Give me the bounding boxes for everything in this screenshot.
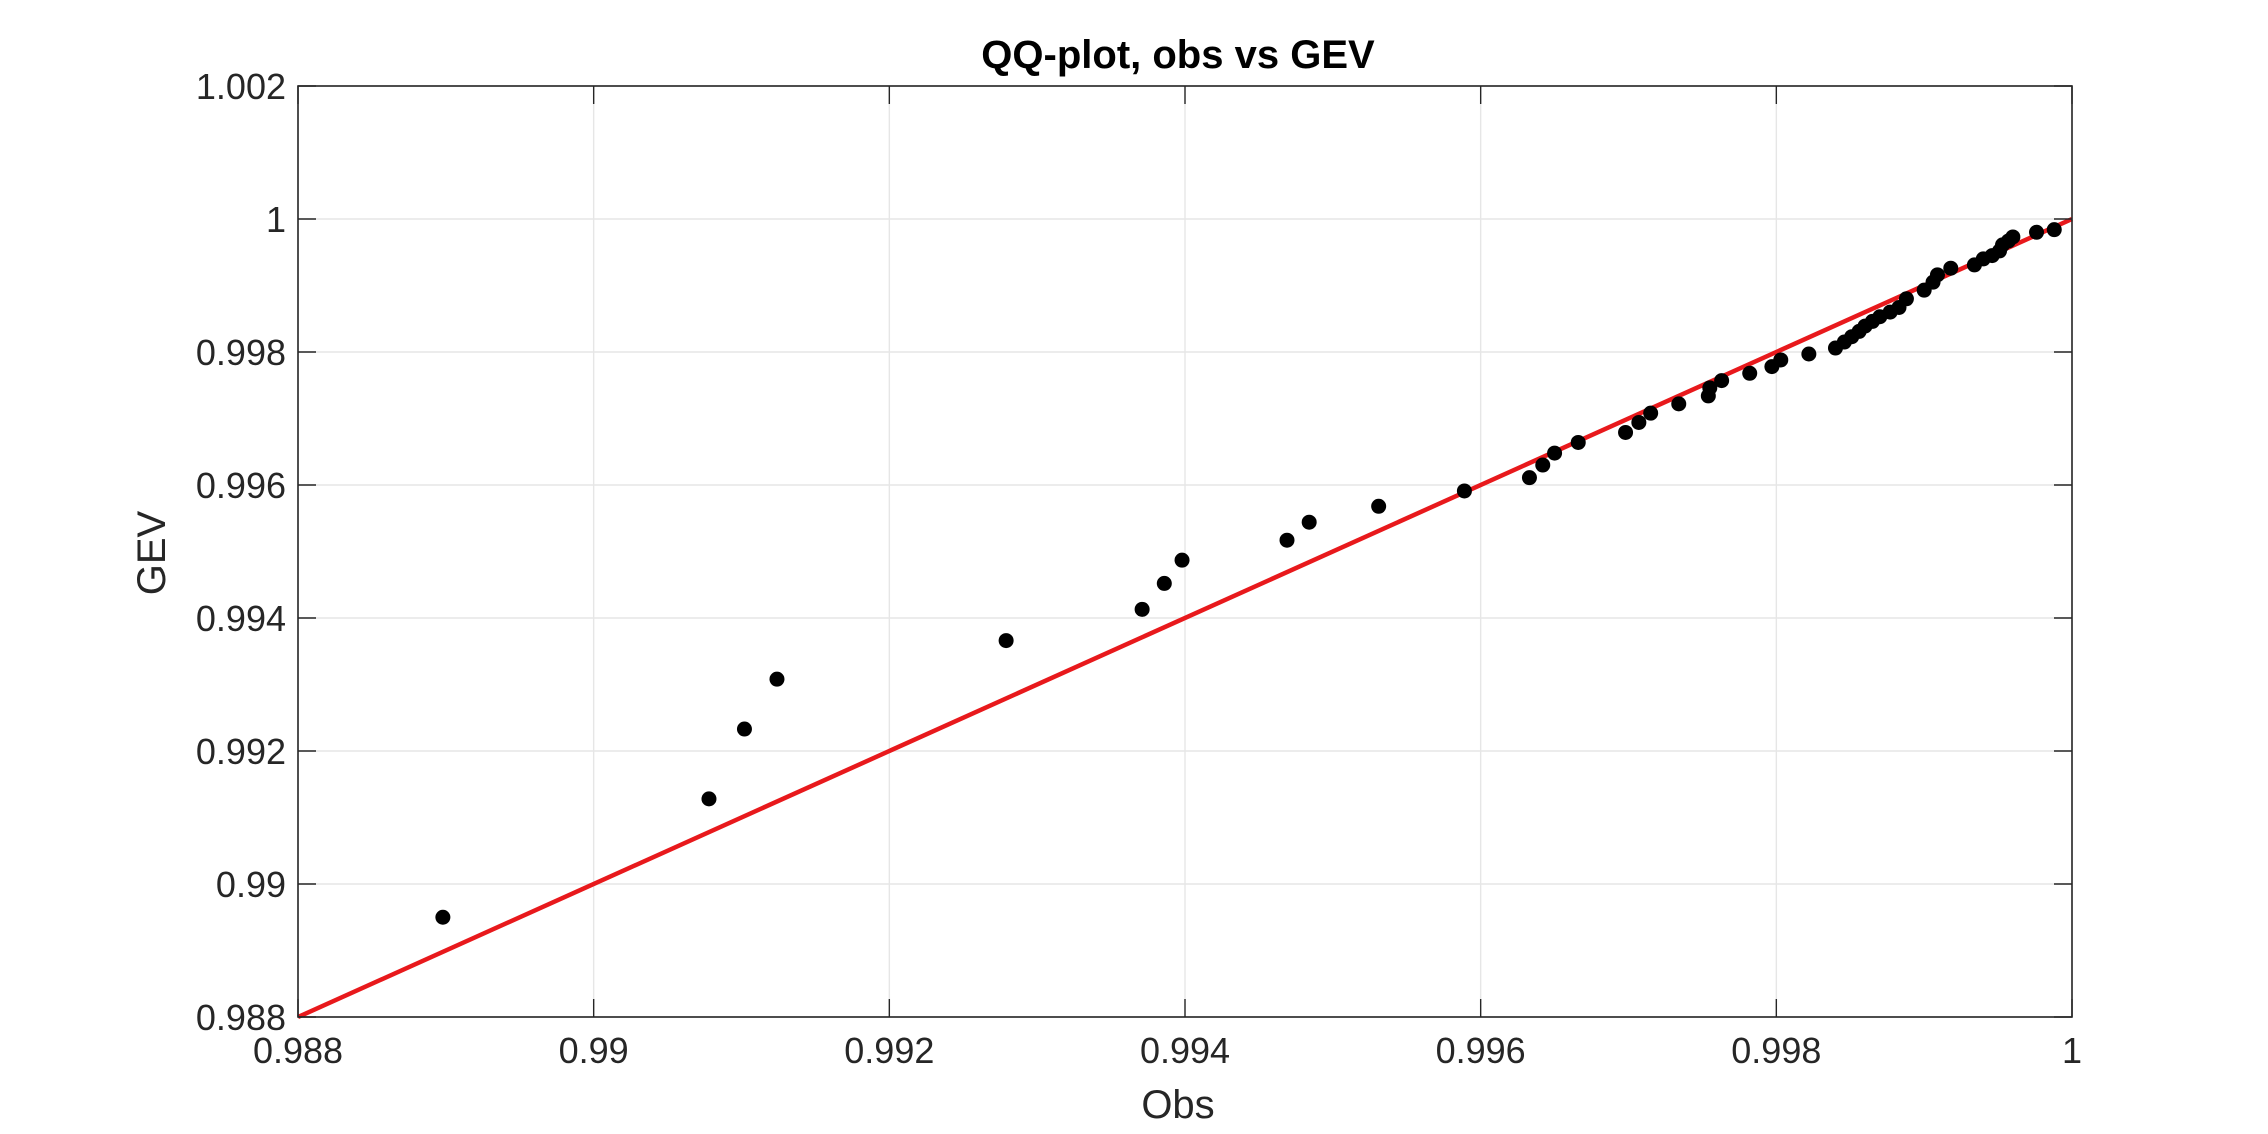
x-axis-title: Obs <box>1141 1083 1214 1127</box>
data-point <box>1702 380 1718 396</box>
data-point <box>1643 405 1659 421</box>
data-point <box>1801 346 1817 362</box>
data-point <box>1134 601 1150 617</box>
data-point <box>1371 498 1387 514</box>
y-tick-label: 0.998 <box>196 332 286 373</box>
x-tick-label: 0.994 <box>1140 1030 1230 1071</box>
data-point <box>701 791 717 807</box>
data-point <box>1618 424 1634 440</box>
y-tick-labels: 0.988 0.99 0.992 0.994 0.996 0.998 1 1.002 <box>196 66 286 1038</box>
data-point <box>1742 365 1758 381</box>
x-tick-labels: 0.988 0.99 0.992 0.994 0.996 0.998 1 <box>253 1030 2082 1071</box>
x-tick-label: 0.998 <box>1731 1030 1821 1071</box>
data-point <box>1535 457 1551 473</box>
y-tick-label: 1.002 <box>196 66 286 107</box>
data-point <box>1570 434 1586 450</box>
data-point <box>2029 224 2045 240</box>
x-tick-label: 0.988 <box>253 1030 343 1071</box>
data-point <box>2046 222 2062 238</box>
data-point <box>1631 414 1647 430</box>
data-point <box>1301 514 1317 530</box>
data-point <box>1671 396 1687 412</box>
data-point <box>1929 267 1945 283</box>
data-point <box>1279 532 1295 548</box>
data-point <box>998 633 1014 649</box>
x-tick-label: 1 <box>2062 1030 2082 1071</box>
data-point <box>1547 445 1563 461</box>
data-point <box>2005 229 2021 245</box>
data-point <box>736 721 752 737</box>
y-tick-label: 0.988 <box>196 997 286 1038</box>
data-point <box>435 909 451 925</box>
axis-ticks <box>297 85 2073 1018</box>
data-point <box>1943 260 1959 276</box>
y-tick-label: 0.996 <box>196 465 286 506</box>
data-point <box>1773 352 1789 368</box>
data-points-group <box>435 222 2062 925</box>
data-point <box>1714 373 1730 389</box>
y-tick-label: 0.994 <box>196 598 286 639</box>
data-point <box>1521 470 1537 486</box>
reference-line <box>297 216 2073 1020</box>
data-point <box>769 671 785 687</box>
data-point <box>1156 575 1172 591</box>
y-tick-label: 0.992 <box>196 731 286 772</box>
x-tick-label: 0.99 <box>559 1030 629 1071</box>
y-axis-title: GEV <box>130 510 174 595</box>
chart-title: QQ-plot, obs vs GEV <box>981 33 1375 77</box>
data-point <box>1456 483 1472 499</box>
y-tick-label: 1 <box>266 199 286 240</box>
data-point <box>1898 291 1914 307</box>
x-tick-label: 0.992 <box>844 1030 934 1071</box>
reference-line-group <box>297 216 2073 1020</box>
x-tick-label: 0.996 <box>1436 1030 1526 1071</box>
data-point <box>1174 552 1190 568</box>
y-tick-label: 0.99 <box>216 864 286 905</box>
